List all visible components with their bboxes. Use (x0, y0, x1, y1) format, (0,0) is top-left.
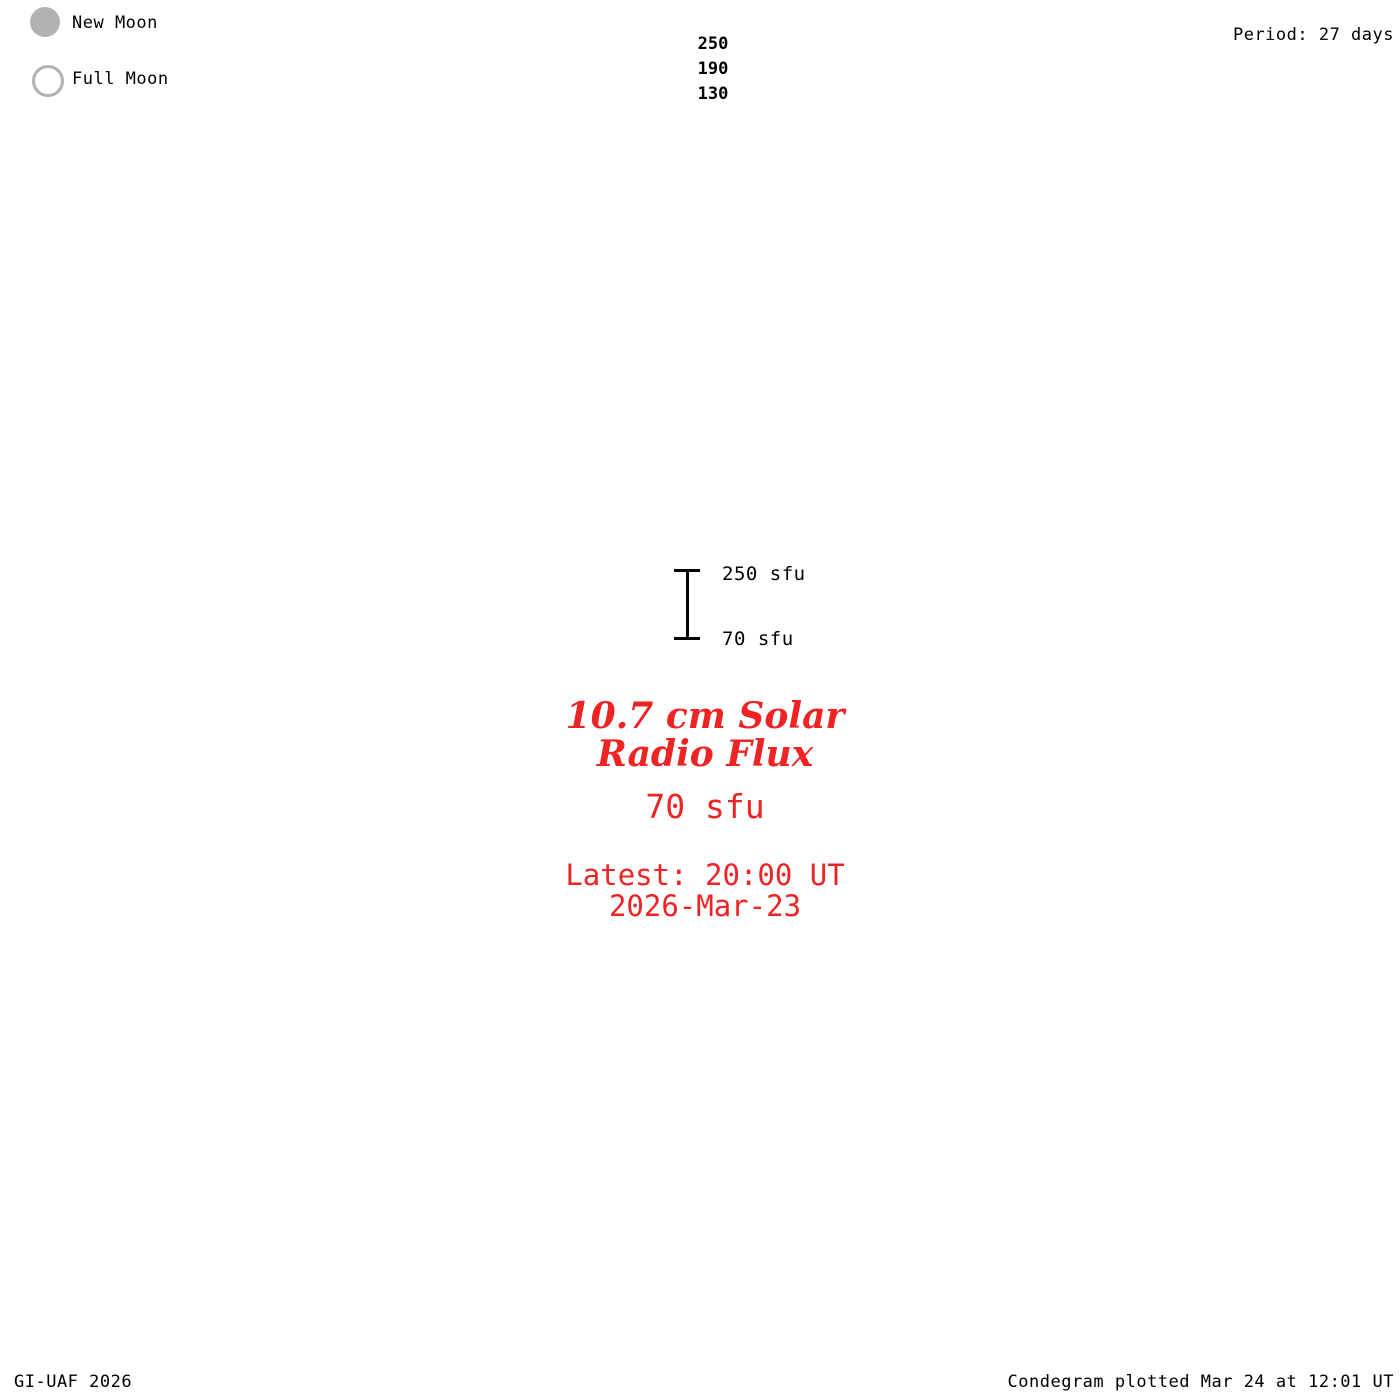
full-moon-icon (32, 65, 64, 97)
chart-title: 10.7 cm Solar Radio Flux 70 sfu (355, 697, 1055, 826)
chart-title-line1: 10.7 cm Solar (565, 695, 845, 737)
radial-tick-250: 250 (697, 34, 729, 54)
plotted-timestamp: Condegram plotted Mar 24 at 12:01 UT (1007, 1372, 1394, 1392)
latest-date: 2026-Mar-23 (608, 889, 802, 923)
scalebar-line (686, 570, 689, 638)
current-flux-value: 70 sfu (645, 787, 765, 826)
scalebar-max-label: 250 sfu (722, 563, 806, 585)
scalebar-bottom-cap (674, 637, 700, 640)
radial-tick-130: 130 (697, 84, 729, 104)
legend-full-moon-swatch (32, 65, 64, 97)
latest-time: Latest: 20:00 UT (565, 858, 845, 892)
legend-new-moon-swatch (30, 7, 60, 37)
credit-label: GI-UAF 2026 (14, 1372, 133, 1392)
legend-new-moon-label: New Moon (72, 13, 158, 33)
new-moon-icon (30, 7, 60, 37)
chart-title-line2: Radio Flux (596, 733, 814, 775)
period-label: Period: 27 days (1232, 25, 1394, 45)
scalebar-min-label: 70 sfu (722, 628, 794, 650)
radial-tick-190: 190 (697, 59, 729, 79)
latest-reading: Latest: 20:00 UT 2026-Mar-23 (355, 860, 1055, 922)
legend-full-moon-label: Full Moon (72, 69, 169, 89)
